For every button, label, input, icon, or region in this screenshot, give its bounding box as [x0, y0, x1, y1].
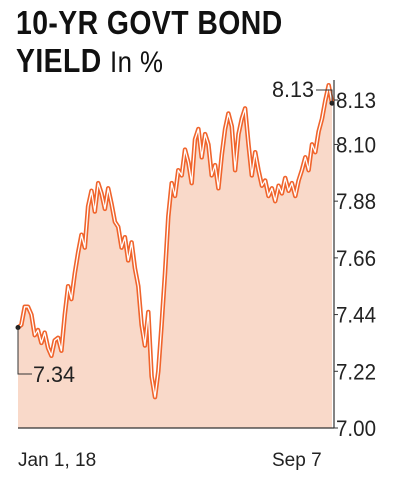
chart-title-line1: 10-YR GOVT BOND — [16, 4, 283, 41]
y-tick-label: 7.00 — [336, 416, 376, 441]
y-tick-label: 7.22 — [336, 359, 376, 384]
plot-area: 7.00 7.22 7.44 7.66 7.88 8.10 8.13 Jan 1, 18 Sep… — [15, 77, 376, 471]
chart-title-line2: YIELD In % — [16, 42, 163, 80]
end-annotation-label: 8.13 — [272, 77, 314, 102]
start-annotation-leader — [17, 327, 32, 375]
y-tick-label: 7.66 — [336, 246, 376, 271]
series-line-core — [17, 84, 333, 398]
x-label-start: Jan 1, 18 — [18, 450, 96, 471]
y-tick-label: 8.10 — [336, 132, 376, 157]
end-annotation-leader — [316, 89, 333, 104]
y-tick-label: 7.88 — [336, 189, 376, 214]
y-tick-label: 7.44 — [336, 303, 376, 328]
chart-title-yield: YIELD — [16, 42, 102, 79]
y-tick-label: 8.13 — [336, 88, 376, 113]
x-label-end: Sep 7 — [272, 450, 322, 471]
start-annotation-label: 7.34 — [33, 362, 75, 387]
unit-label: In % — [110, 46, 164, 79]
